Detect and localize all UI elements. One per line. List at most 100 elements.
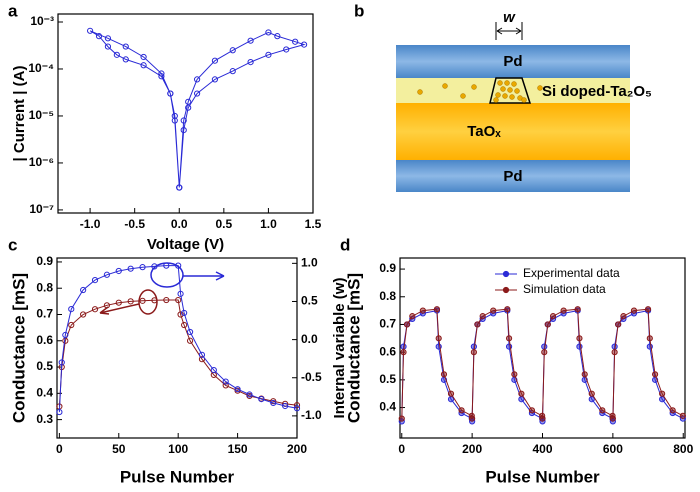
y-tick-label: 0.4 xyxy=(36,386,53,400)
panel-label: a xyxy=(8,1,18,20)
data-point xyxy=(447,390,455,397)
layer-label: Pd xyxy=(503,53,522,70)
panel-label: c xyxy=(8,235,17,254)
data-point xyxy=(198,351,206,358)
data-point xyxy=(403,321,411,328)
x-tick-label: 0 xyxy=(56,442,63,456)
x-tick-label: -0.5 xyxy=(124,217,145,231)
data-point xyxy=(91,306,99,313)
data-point xyxy=(234,386,241,393)
chart: 0 200 400 600 800 0.4 0.5 0.6 0.7 0.8 0.9 Pulse Num… xyxy=(344,257,694,486)
data-point xyxy=(574,306,581,313)
data-point xyxy=(68,321,75,329)
plot-frame xyxy=(56,257,298,439)
y2-axis-label: Internal variable (w) xyxy=(331,278,348,419)
data-point xyxy=(113,51,120,58)
width-arrow xyxy=(496,27,522,35)
data-point xyxy=(185,98,192,105)
data-point xyxy=(283,46,290,53)
data-point xyxy=(611,349,618,356)
data-point xyxy=(171,117,178,124)
y-axis-label: | Current | (A) xyxy=(11,66,28,162)
data-point xyxy=(479,313,486,320)
data-point xyxy=(103,302,111,309)
data-point xyxy=(122,43,129,50)
data-point xyxy=(95,33,103,40)
x-tick-label: 100 xyxy=(168,442,188,456)
data-point xyxy=(400,349,407,356)
filament xyxy=(489,77,532,104)
blue-arrow xyxy=(183,271,225,281)
data-point xyxy=(300,41,308,48)
data-point xyxy=(419,307,426,314)
data-point xyxy=(62,331,69,339)
data-point xyxy=(103,271,111,278)
data-point xyxy=(163,262,170,269)
x-tick-label: 1.5 xyxy=(305,217,322,231)
x-tick-label: 800 xyxy=(673,442,693,456)
data-point xyxy=(576,335,583,342)
data-point xyxy=(620,313,627,320)
legend-marker xyxy=(502,270,510,278)
data-point xyxy=(167,90,174,97)
legend-label: Simulation data xyxy=(523,282,606,296)
x-tick-label: 0.0 xyxy=(171,217,188,231)
data-point xyxy=(181,309,188,317)
data-point xyxy=(246,391,253,398)
data-point xyxy=(175,262,182,269)
data-point xyxy=(282,402,289,410)
data-point xyxy=(198,356,206,363)
data-point xyxy=(104,43,112,50)
data-point xyxy=(474,321,481,328)
top-electrode xyxy=(396,45,630,78)
data-point xyxy=(270,398,277,405)
x-tick-label: 200 xyxy=(462,442,482,456)
data-point xyxy=(222,378,229,385)
data-point xyxy=(222,382,229,389)
data-point xyxy=(185,104,192,111)
data-point xyxy=(127,298,134,305)
x-tick-label: 1.0 xyxy=(260,217,277,231)
data-point xyxy=(140,53,147,61)
data-point xyxy=(56,408,63,416)
data-point xyxy=(163,296,170,304)
legend-label: Experimental data xyxy=(523,266,620,280)
data-point xyxy=(151,297,158,304)
data-point xyxy=(193,76,201,83)
bottom-electrode xyxy=(396,160,630,192)
data-point xyxy=(229,68,236,75)
y-tick-label: 10⁻⁶ xyxy=(29,155,54,169)
y2-tick-label: 0.5 xyxy=(301,294,318,308)
x-axis-label: Pulse Number xyxy=(485,467,600,486)
x-tick-label: -1.0 xyxy=(80,217,101,231)
data-point xyxy=(293,405,301,412)
data-point xyxy=(469,415,476,422)
data-point xyxy=(541,349,548,356)
data-point xyxy=(470,349,477,356)
data-point xyxy=(433,306,441,313)
data-point xyxy=(171,112,178,120)
data-point xyxy=(581,371,588,378)
data-point xyxy=(435,335,442,342)
data-point xyxy=(651,371,659,378)
data-point xyxy=(86,27,94,34)
y-tick-label: 0.9 xyxy=(36,254,53,268)
data-point xyxy=(229,47,236,54)
data-point xyxy=(292,38,299,45)
data-point xyxy=(80,311,87,318)
data-point xyxy=(490,307,497,314)
panel-label: d xyxy=(340,235,350,254)
red-ring xyxy=(138,289,158,315)
data-point xyxy=(659,390,666,397)
layer-label: Si doped-Ta₂O₅ xyxy=(542,83,652,100)
y-tick-label: 10⁻⁷ xyxy=(29,202,54,216)
data-point xyxy=(265,51,272,58)
data-point xyxy=(104,35,112,42)
data-point xyxy=(270,399,277,407)
x-tick-label: 150 xyxy=(228,442,248,456)
data-point xyxy=(505,335,513,342)
plot-frame xyxy=(57,13,314,214)
layer-label: Pd xyxy=(503,168,522,185)
data-point xyxy=(274,33,281,40)
data-point xyxy=(186,337,194,344)
